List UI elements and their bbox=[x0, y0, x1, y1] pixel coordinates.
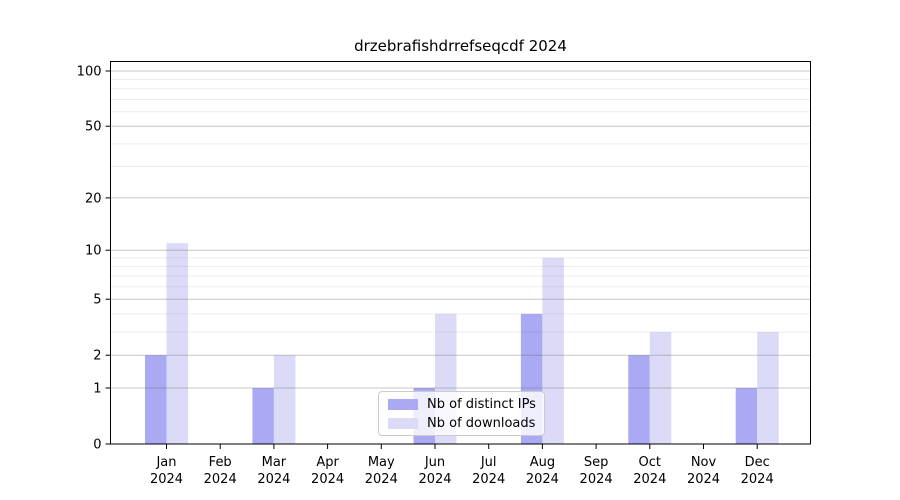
x-tick-label-feb: Feb 2024 bbox=[204, 455, 237, 487]
legend-item-downloads: Nb of downloads bbox=[388, 416, 535, 431]
gridlines-minor bbox=[110, 78, 811, 333]
x-tick-label-may: May 2024 bbox=[365, 455, 398, 487]
x-tick-label-jul: Jul 2024 bbox=[472, 455, 505, 487]
x-tick-label-jun: Jun 2024 bbox=[418, 455, 451, 487]
bar-dec-downloads bbox=[757, 332, 779, 444]
legend-label-downloads: Nb of downloads bbox=[427, 415, 536, 431]
x-tick-label-nov: Nov 2024 bbox=[687, 455, 720, 487]
y-tick-label-5: 5 bbox=[93, 293, 101, 308]
x-tick-label-oct: Oct 2024 bbox=[633, 455, 666, 487]
legend-swatch-downloads bbox=[388, 417, 418, 429]
x-tick-label-mar: Mar 2024 bbox=[257, 455, 290, 487]
tick-labels-layer: 0 1 2 5 10 20 50 100 Jan 2024 Feb 2024 Mar 2024 Apr 202… bbox=[77, 65, 774, 488]
y-tick-label-0: 0 bbox=[93, 438, 101, 453]
bar-dec-distinct-ips bbox=[735, 388, 758, 444]
axes-spines bbox=[110, 61, 811, 445]
legend-item-distinct-ips: Nb of distinct IPs bbox=[388, 396, 536, 412]
x-tick-label-aug: Aug 2024 bbox=[526, 455, 559, 487]
legend: Nb of distinct IPs Nb of downloads bbox=[378, 391, 545, 436]
chart-title: drzebrafishdrrefseqcdf 2024 bbox=[354, 37, 567, 55]
bar-mar-distinct-ips bbox=[252, 388, 274, 444]
bar-jan-downloads bbox=[166, 243, 188, 444]
y-tick-label-100: 100 bbox=[77, 65, 102, 80]
bar-mar-downloads bbox=[273, 355, 296, 444]
x-tick-label-sep: Sep 2024 bbox=[580, 455, 613, 487]
x-tick-label-dec: Dec 2024 bbox=[741, 455, 774, 487]
legend-swatch-distinct-ips bbox=[388, 398, 418, 410]
legend-label-distinct-ips: Nb of distinct IPs bbox=[427, 396, 536, 412]
y-tick-label-20: 20 bbox=[85, 191, 102, 206]
axes-layer bbox=[105, 61, 811, 449]
bar-oct-distinct-ips bbox=[628, 355, 650, 444]
x-tick-label-jan: Jan 2024 bbox=[150, 455, 183, 487]
y-tick-label-2: 2 bbox=[93, 349, 101, 364]
y-tick-label-1: 1 bbox=[93, 382, 101, 397]
gridlines-major bbox=[110, 70, 811, 389]
bar-aug-downloads bbox=[542, 257, 564, 444]
y-tick-label-10: 10 bbox=[85, 244, 102, 259]
x-tick-label-apr: Apr 2024 bbox=[311, 455, 344, 487]
bar-jan-distinct-ips bbox=[145, 355, 167, 444]
y-tick-label-50: 50 bbox=[85, 120, 102, 135]
bar-oct-downloads bbox=[649, 332, 672, 444]
